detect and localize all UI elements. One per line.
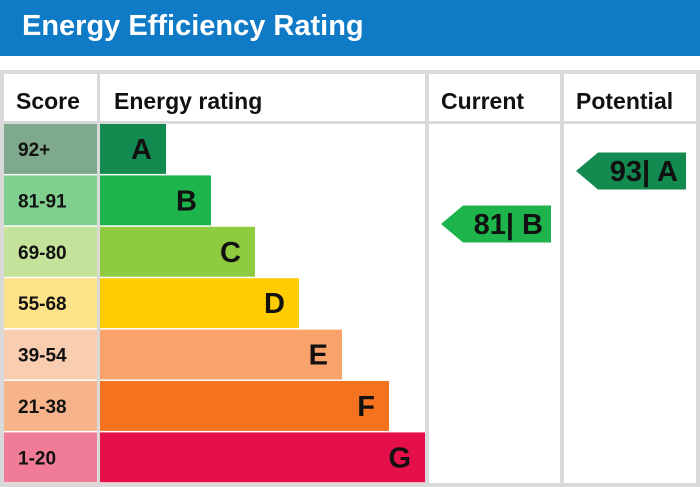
band-bar-c bbox=[100, 226, 255, 277]
rating-header: Energy rating bbox=[114, 88, 263, 114]
band-bar-e bbox=[100, 329, 342, 380]
score-range-e: 39-54 bbox=[18, 346, 67, 367]
current-rating-arrow bbox=[441, 205, 551, 243]
band-bar-f bbox=[100, 381, 389, 431]
potential-rating-label: 93| A bbox=[610, 156, 678, 188]
score-header: Score bbox=[16, 88, 80, 114]
score-cell-g bbox=[4, 432, 97, 483]
band-letter-g: G bbox=[388, 442, 411, 474]
rating-header-cell: Energy rating bbox=[100, 74, 425, 121]
band-letter-f: F bbox=[357, 391, 375, 423]
current-rating-label: 81| B bbox=[474, 209, 543, 241]
score-cell-c bbox=[4, 226, 97, 277]
score-range-d: 55-68 bbox=[18, 294, 67, 315]
score-range-g: 1-20 bbox=[18, 448, 56, 469]
score-range-c: 69-80 bbox=[18, 243, 67, 264]
score-cell-b bbox=[4, 175, 97, 226]
band-letter-e: E bbox=[309, 340, 328, 372]
band-bar-b bbox=[100, 175, 211, 226]
score-range-a: 92+ bbox=[18, 140, 50, 161]
band-letter-d: D bbox=[264, 288, 285, 320]
score-cell-e bbox=[4, 329, 97, 380]
current-header: Current bbox=[441, 88, 525, 114]
band-letter-c: C bbox=[220, 237, 241, 269]
current-column bbox=[429, 124, 560, 483]
potential-header-cell: Potential bbox=[564, 74, 696, 121]
score-cell-a bbox=[4, 124, 97, 174]
score-header-cell: Score bbox=[4, 74, 97, 121]
band-letter-b: B bbox=[176, 185, 197, 217]
score-range-b: 81-91 bbox=[18, 191, 67, 212]
band-bar-a bbox=[100, 124, 166, 174]
potential-rating-arrow bbox=[576, 152, 686, 190]
score-range-f: 21-38 bbox=[18, 397, 67, 418]
score-cell-d bbox=[4, 278, 97, 329]
band-bar-g bbox=[100, 432, 425, 483]
band-bar-d bbox=[100, 278, 299, 329]
potential-header: Potential bbox=[576, 88, 674, 114]
chart-title: Energy Efficiency Rating bbox=[22, 10, 364, 42]
band-letter-a: A bbox=[131, 134, 152, 166]
title-bar: Energy Efficiency Rating bbox=[0, 0, 700, 56]
current-header-cell: Current bbox=[429, 74, 560, 121]
score-cell-f bbox=[4, 381, 97, 431]
